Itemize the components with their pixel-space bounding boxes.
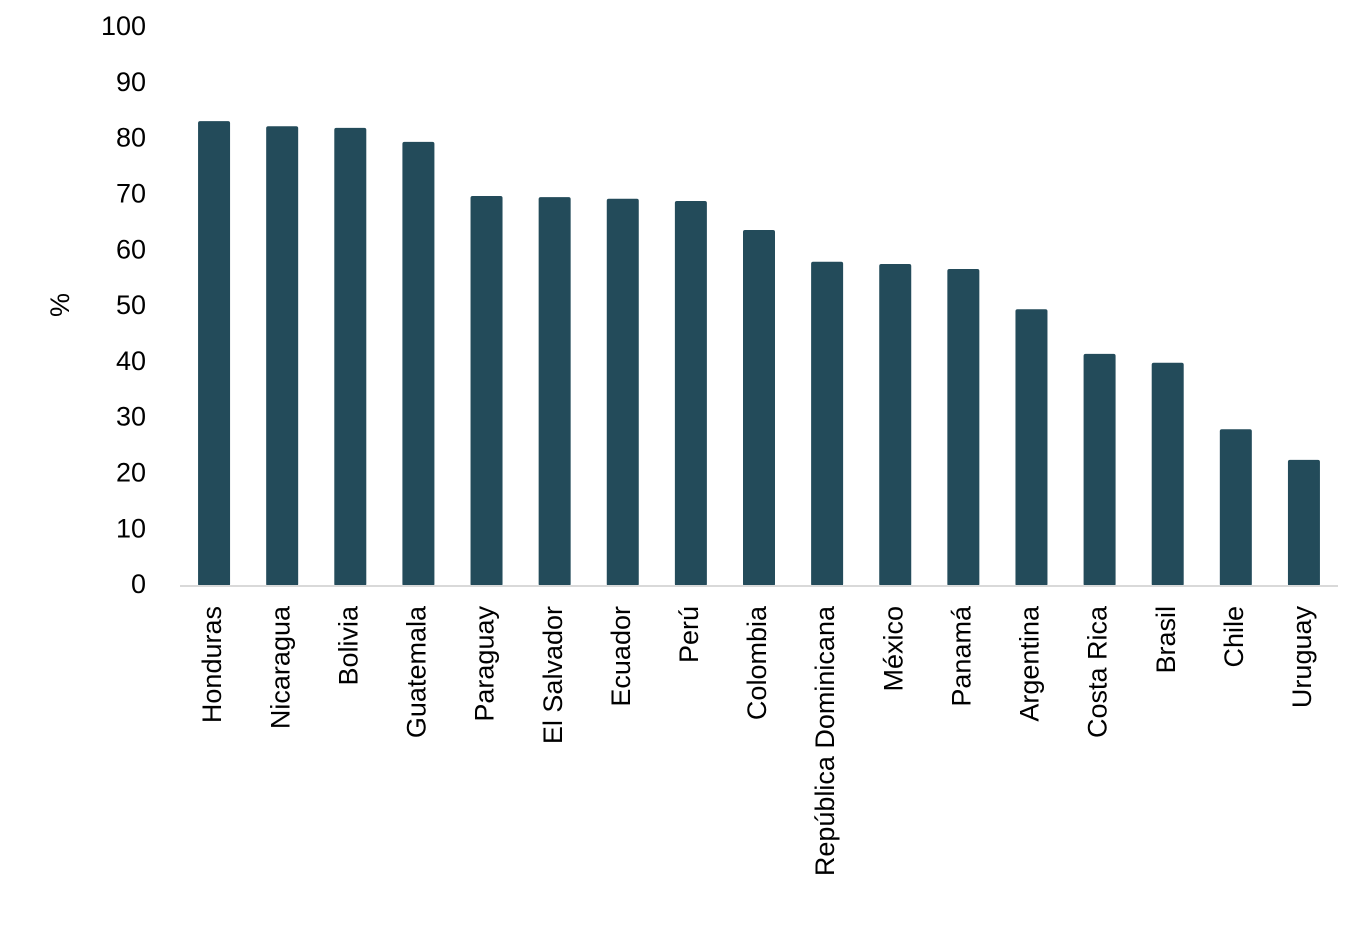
y-tick-label: 0 [131,569,146,599]
x-tick-label: Argentina [1015,605,1045,722]
bar [743,229,775,586]
x-tick-label: Nicaragua [265,605,295,729]
x-tick-label: Brasil [1151,606,1181,674]
bar [538,197,571,586]
bar [1287,459,1320,586]
y-tick-label: 70 [116,179,146,209]
y-tick-label: 60 [116,234,146,264]
x-tick-label: Bolivia [333,605,363,686]
bar [198,121,231,586]
bar [1015,309,1048,586]
x-tick-label: Chile [1219,606,1249,668]
x-tick-label: Guatemala [402,605,432,738]
y-tick-label: 50 [116,290,146,320]
bar [334,127,367,586]
x-tick-label: Panamá [946,605,976,707]
y-tick-label: 20 [116,458,146,488]
y-tick-label: 80 [116,123,146,153]
y-tick-label: 10 [116,513,146,543]
y-axis-label: % [45,293,75,317]
bar [1151,362,1184,586]
x-tick-label: República Dominicana [810,605,840,876]
x-tick-label: Uruguay [1287,606,1317,709]
x-tick-label: Ecuador [606,606,636,707]
x-tick-label: Paraguay [470,606,500,722]
x-tick-label: Honduras [197,606,227,723]
bar [1219,429,1252,586]
x-tick-label: El Salvador [538,606,568,744]
bar [811,261,844,586]
bar [947,269,980,586]
y-tick-label: 30 [116,402,146,432]
x-tick-label: Costa Rica [1083,605,1113,738]
bar [1083,353,1116,586]
bar [606,198,639,587]
y-tick-label: 100 [101,11,146,41]
y-tick-label: 90 [116,67,146,97]
bar [879,264,912,586]
x-tick-label: México [878,606,908,692]
bar [470,195,503,586]
bar [674,200,707,587]
bar [402,141,435,586]
x-tick-label: Colombia [742,605,772,720]
bar [266,126,299,586]
x-tick-label: Perú [674,606,704,663]
y-tick-label: 40 [116,346,146,376]
